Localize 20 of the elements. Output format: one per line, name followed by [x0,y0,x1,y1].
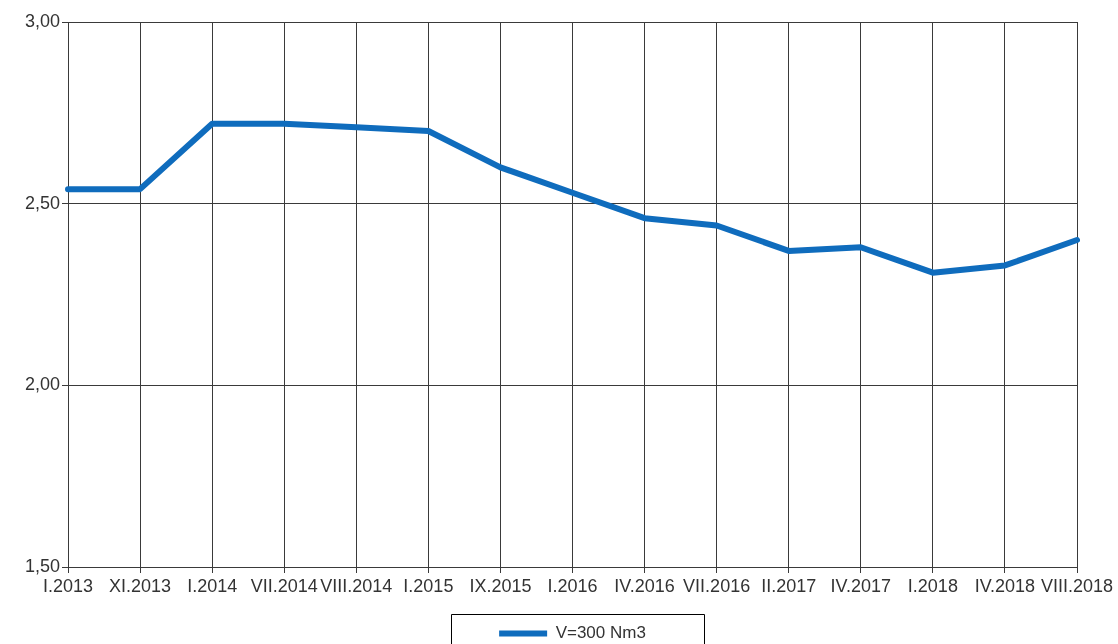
x-tick-label: VIII.2018 [1040,575,1114,596]
x-tick-label: I.2016 [547,575,598,596]
x-tick-label: I.2013 [42,575,94,596]
y-tick-label: 3,00 [24,10,60,31]
x-tick-label: IV.2016 [614,575,675,596]
y-tick-label: 2,50 [24,192,60,213]
x-tick-label: I.2014 [187,575,238,596]
y-tick-label: 1,50 [24,555,60,576]
y-tick-label: 2,00 [24,374,60,395]
x-tick-label: IV.2017 [830,575,891,596]
x-tick-label: IV.2018 [974,575,1036,596]
x-tick-label: IX.2015 [469,575,532,596]
x-tick-label: II.2017 [761,575,817,596]
x-tick-label: XI.2013 [109,575,172,596]
x-tick-label: I.2018 [907,575,958,596]
legend-label: V=300 Nm3 [555,623,646,643]
x-tick-label: I.2015 [403,575,454,596]
x-tick-label: VIII.2014 [320,575,393,596]
x-tick-label: VII.2014 [250,575,318,596]
x-tick-label: VII.2016 [683,575,751,596]
